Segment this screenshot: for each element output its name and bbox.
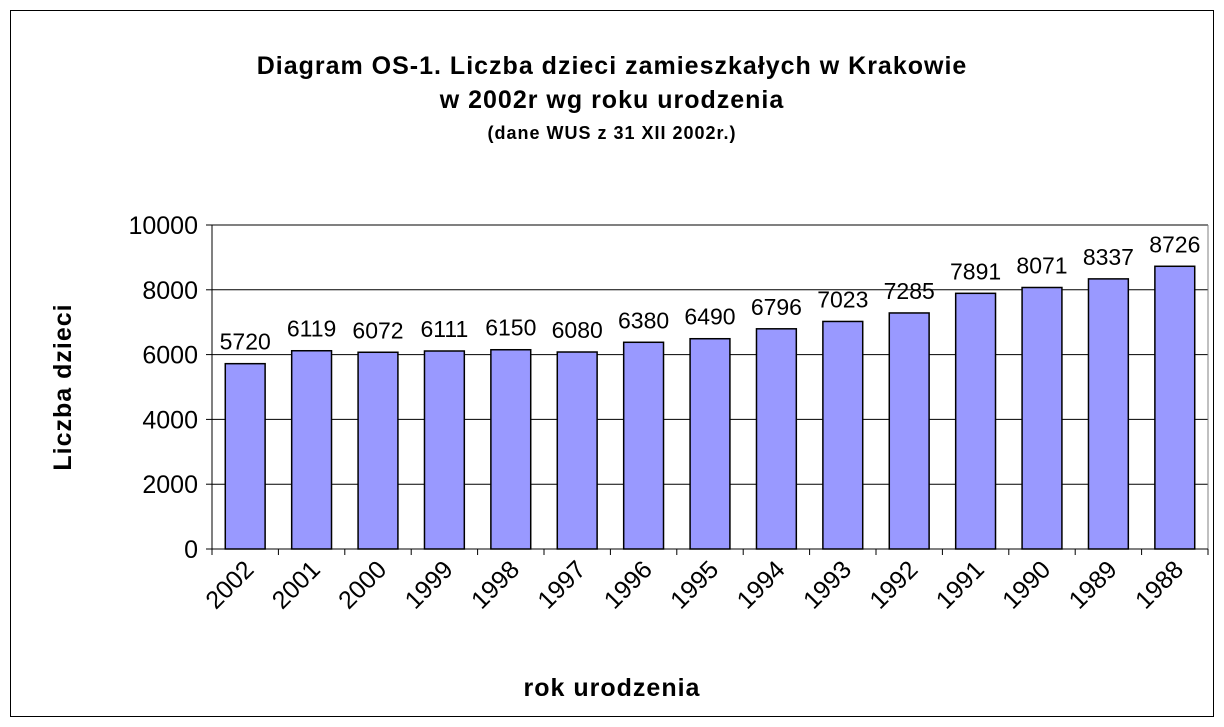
bar: [490, 348, 532, 550]
bar: [822, 320, 864, 550]
bar: [622, 341, 665, 550]
bar: [357, 351, 399, 550]
bar: [1021, 286, 1063, 550]
bar: [755, 328, 798, 550]
bar: [689, 337, 731, 550]
data-label: 6490: [684, 304, 735, 330]
chart-title: w 2002r wg roku urodzenia: [439, 86, 785, 114]
data-label: 6080: [552, 317, 603, 343]
data-label: 6119: [287, 316, 336, 342]
bar: [888, 312, 930, 550]
data-label: 8337: [1083, 244, 1134, 270]
chart-subtitle: (dane WUS z 31 XII 2002r.): [487, 123, 736, 143]
data-label: 6380: [618, 307, 669, 333]
y-axis-label: Liczba dzieci: [49, 303, 77, 470]
bar: [423, 350, 466, 550]
data-label: 7891: [950, 258, 1001, 284]
data-label: 6796: [751, 294, 802, 320]
data-label: 6150: [485, 315, 536, 341]
bar: [556, 351, 598, 550]
bar: [1154, 265, 1196, 550]
data-label: 8726: [1149, 231, 1200, 257]
data-label: 5720: [220, 329, 271, 355]
y-tick-label: 8000: [142, 277, 198, 305]
y-tick-label: 6000: [142, 342, 198, 370]
y-tick-label: 4000: [142, 406, 198, 434]
bar: [224, 362, 266, 550]
bar: [954, 292, 997, 550]
bar: [1087, 278, 1130, 550]
data-label: 6111: [421, 316, 469, 342]
chart-title: Diagram OS-1. Liczba dzieci zamieszkałyc…: [257, 52, 968, 80]
data-label: 6072: [352, 317, 403, 343]
data-label: 7023: [817, 286, 868, 312]
y-tick-label: 10000: [128, 212, 198, 240]
bar: [290, 349, 333, 550]
y-tick-label: 2000: [142, 471, 198, 499]
data-label: 8071: [1016, 252, 1067, 278]
y-tick-label: 0: [184, 536, 198, 564]
x-axis-label: rok urodzenia: [524, 674, 701, 702]
chart-border: [10, 10, 1214, 717]
data-label: 7285: [884, 278, 935, 304]
